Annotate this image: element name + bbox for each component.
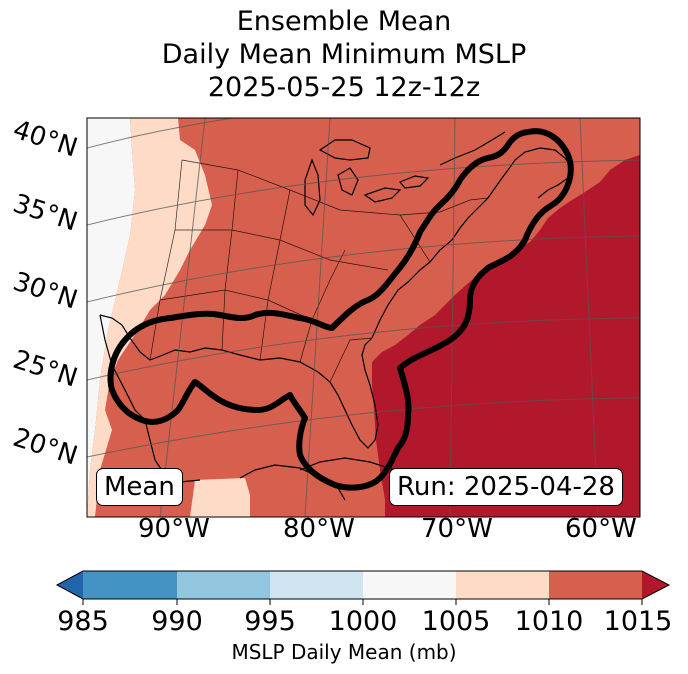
mean-label: Mean: [96, 468, 183, 506]
colorbar-under-triangle: [57, 571, 83, 599]
colorbar-segment-1010-1015: [549, 571, 642, 599]
map-frame: [86, 117, 641, 518]
lon-label-80w: 80°W: [283, 514, 355, 544]
title-line-1: Ensemble Mean: [236, 6, 452, 37]
pressure-field-1015-plus: [372, 155, 640, 517]
colorbar-tick-985: 985: [57, 606, 109, 637]
colorbar-tick-1015: 1015: [603, 606, 673, 637]
colorbar-tick-1005: 1005: [421, 606, 491, 637]
mean-pressure-contour: [107, 128, 574, 491]
colorbar-segment-995-1000: [270, 571, 363, 599]
colorbar-segment-990-995: [177, 571, 270, 599]
lon-label-70w: 70°W: [421, 514, 493, 544]
colorbar-tick-1000: 1000: [328, 606, 398, 637]
lon-label-60w: 60°W: [565, 514, 637, 544]
colorbar-tick-marks: [82, 599, 643, 605]
lon-label-90w: 90°W: [138, 514, 210, 544]
colorbar-tick-990: 990: [151, 606, 203, 637]
pressure-field-1005-1010: [87, 118, 212, 517]
run-date-label: Run: 2025-04-28: [389, 468, 623, 506]
title-line-2: Daily Mean Minimum MSLP: [161, 39, 527, 70]
graticule: [87, 118, 640, 517]
title-line-3: 2025-05-25 12z-12z: [207, 72, 481, 103]
colorbar-tick-1010: 1010: [514, 606, 584, 637]
colorbar-segment-1005-1010: [456, 571, 549, 599]
state-borders: [149, 159, 489, 383]
colorbar: [55, 570, 671, 605]
map-panel: [87, 118, 640, 517]
colorbar-segment-1000-1005: [363, 571, 456, 599]
colorbar-tick-995: 995: [244, 606, 296, 637]
colorbar-label: MSLP Daily Mean (mb): [231, 640, 457, 664]
colorbar-segment-985-990: [83, 571, 177, 599]
pressure-field-1005-1010-south: [190, 478, 250, 517]
colorbar-over-triangle: [642, 571, 669, 599]
